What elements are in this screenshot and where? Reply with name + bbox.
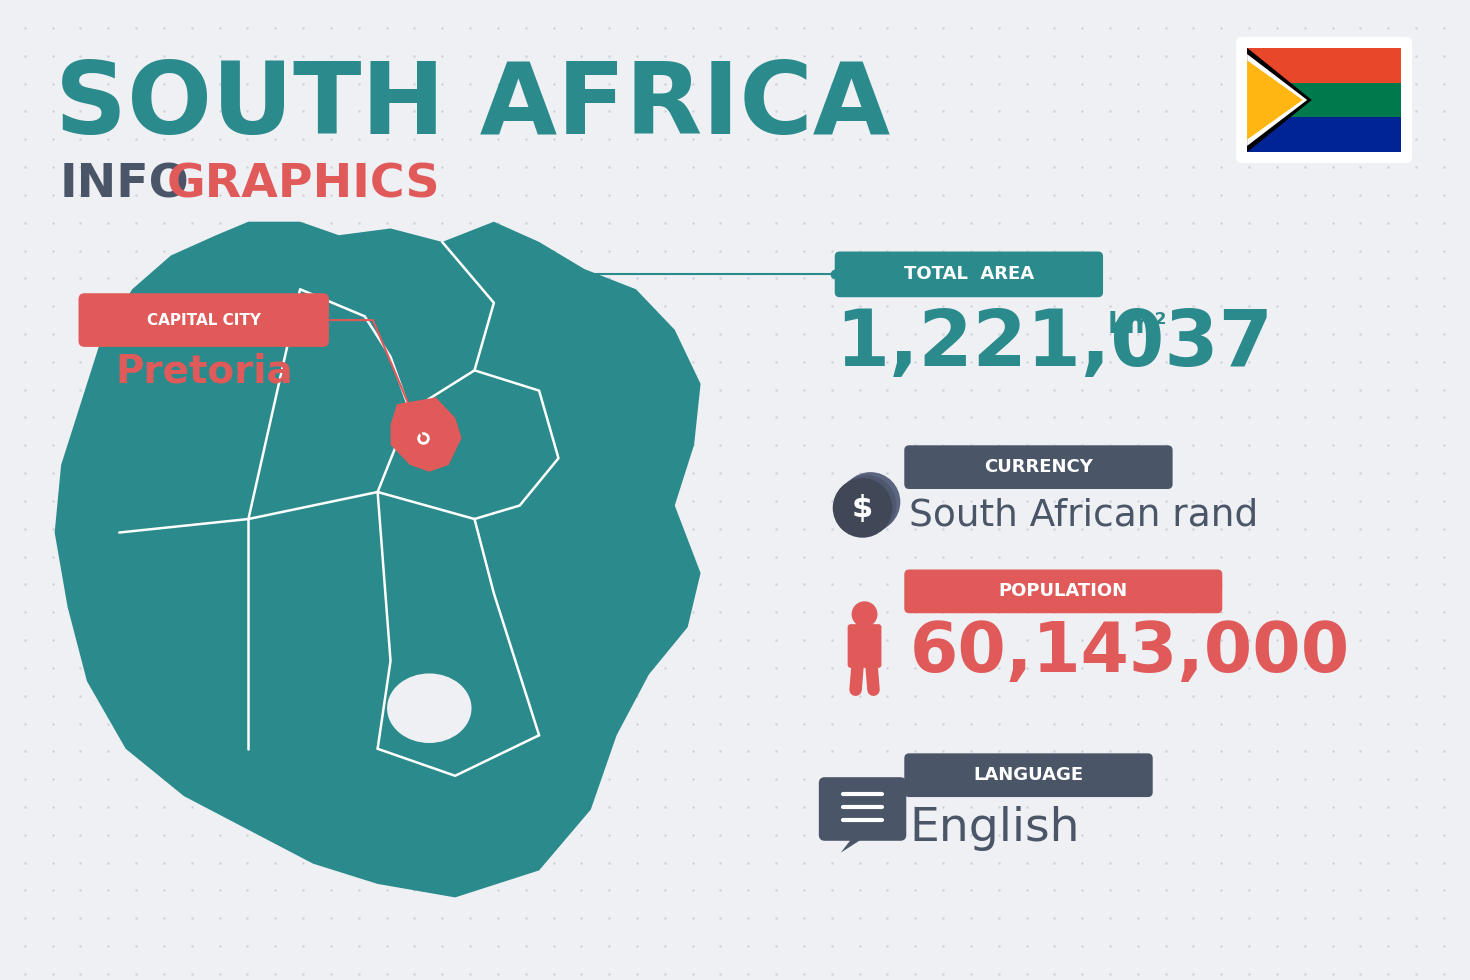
Text: SOUTH AFRICA: SOUTH AFRICA	[54, 58, 889, 155]
FancyBboxPatch shape	[904, 754, 1152, 797]
Ellipse shape	[387, 673, 472, 743]
Text: km²: km²	[1108, 311, 1167, 339]
Circle shape	[832, 478, 892, 538]
FancyBboxPatch shape	[848, 624, 882, 668]
Polygon shape	[1247, 61, 1302, 139]
Bar	[1247, 48, 1401, 83]
Polygon shape	[1247, 54, 1307, 146]
Text: English: English	[910, 806, 1080, 851]
Polygon shape	[54, 221, 701, 898]
Text: LANGUAGE: LANGUAGE	[973, 766, 1083, 784]
FancyBboxPatch shape	[904, 445, 1173, 489]
Text: INFO: INFO	[60, 162, 190, 207]
Text: GRAPHICS: GRAPHICS	[168, 162, 441, 207]
FancyBboxPatch shape	[835, 252, 1102, 297]
Text: $: $	[853, 494, 873, 523]
Text: POPULATION: POPULATION	[998, 582, 1127, 601]
FancyBboxPatch shape	[904, 569, 1222, 613]
FancyBboxPatch shape	[78, 293, 329, 347]
Circle shape	[851, 602, 878, 627]
Circle shape	[841, 472, 900, 532]
Bar	[1247, 117, 1401, 152]
FancyBboxPatch shape	[1236, 37, 1413, 163]
Text: 1,221,037: 1,221,037	[835, 306, 1273, 382]
Polygon shape	[391, 397, 462, 471]
Text: CURRENCY: CURRENCY	[983, 458, 1092, 476]
Bar	[1247, 83, 1401, 117]
FancyBboxPatch shape	[819, 777, 907, 841]
Text: 60,143,000: 60,143,000	[910, 619, 1349, 686]
Polygon shape	[1247, 48, 1311, 152]
Text: Pretoria: Pretoria	[115, 353, 293, 391]
Text: CAPITAL CITY: CAPITAL CITY	[147, 313, 260, 327]
Text: TOTAL  AREA: TOTAL AREA	[904, 266, 1033, 283]
Circle shape	[836, 475, 897, 535]
Polygon shape	[841, 835, 869, 853]
Text: South African rand: South African rand	[910, 498, 1258, 534]
